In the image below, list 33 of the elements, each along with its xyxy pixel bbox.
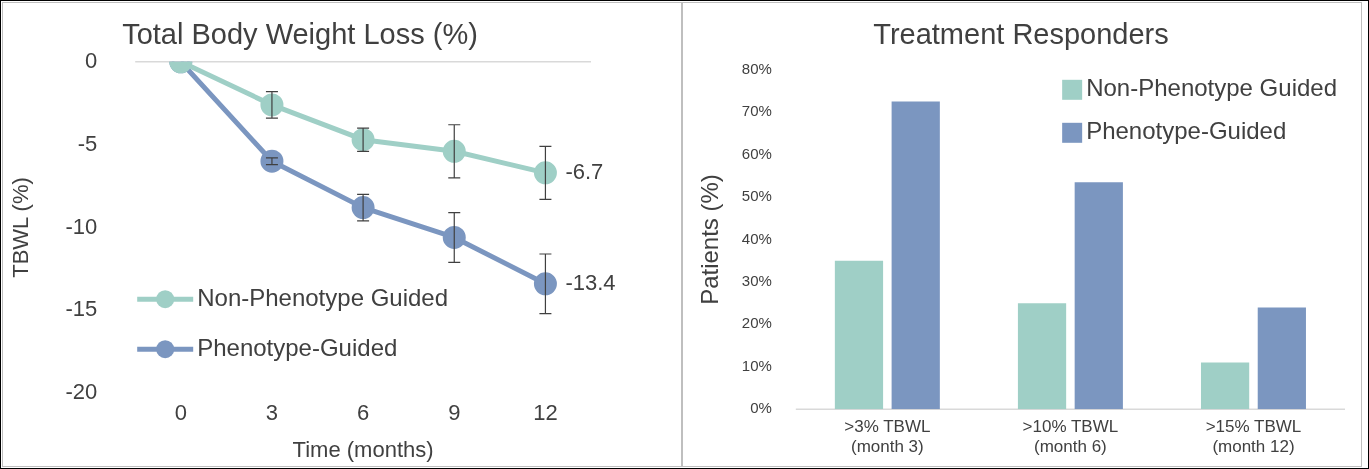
y-tick-label: 0% [750, 399, 772, 417]
x-tick-label: 12 [533, 400, 558, 426]
x-tick-label: 3 [265, 400, 279, 426]
y-tick-label: -15 [65, 296, 98, 322]
x-tick-label: >3% TBWL (month 3) [844, 417, 931, 457]
y-tick-label: 50% [741, 187, 772, 205]
y-tick-label: -5 [77, 130, 98, 156]
y-tick-label: -20 [65, 379, 98, 405]
y-tick-label: 40% [741, 229, 772, 247]
y-tick-label: -10 [65, 213, 98, 239]
legend-label: Phenotype-Guided [1086, 117, 1287, 145]
chart-title: Treatment Responders [873, 18, 1169, 51]
x-tick-label: 0 [174, 400, 187, 426]
y-axis-title: TBWL (%) [8, 177, 34, 278]
x-tick-label: 6 [356, 400, 370, 426]
legend-label: Phenotype-Guided [197, 333, 398, 361]
y-axis-title: Patients (%) [696, 174, 724, 305]
x-tick-label: 9 [448, 400, 461, 426]
y-tick-label: 30% [741, 272, 772, 290]
x-axis-title: Time (months) [292, 436, 434, 462]
x-tick-label: >10% TBWL (month 6) [1022, 417, 1119, 457]
legend-label: Non-Phenotype Guided [1086, 74, 1337, 102]
x-tick-label: >15% TBWL (month 12) [1205, 417, 1302, 457]
data-label: -6.7 [565, 158, 604, 184]
data-label: -13.4 [565, 269, 616, 295]
y-tick-label: 10% [741, 356, 772, 374]
legend-label: Non-Phenotype Guided [197, 283, 449, 311]
chart-title: Total Body Weight Loss (%) [122, 18, 478, 51]
y-tick-label: 60% [741, 144, 772, 162]
y-tick-label: 80% [741, 59, 772, 77]
y-tick-label: 20% [741, 314, 772, 332]
y-tick-label: 70% [741, 102, 772, 120]
y-tick-label: 0 [84, 47, 98, 73]
